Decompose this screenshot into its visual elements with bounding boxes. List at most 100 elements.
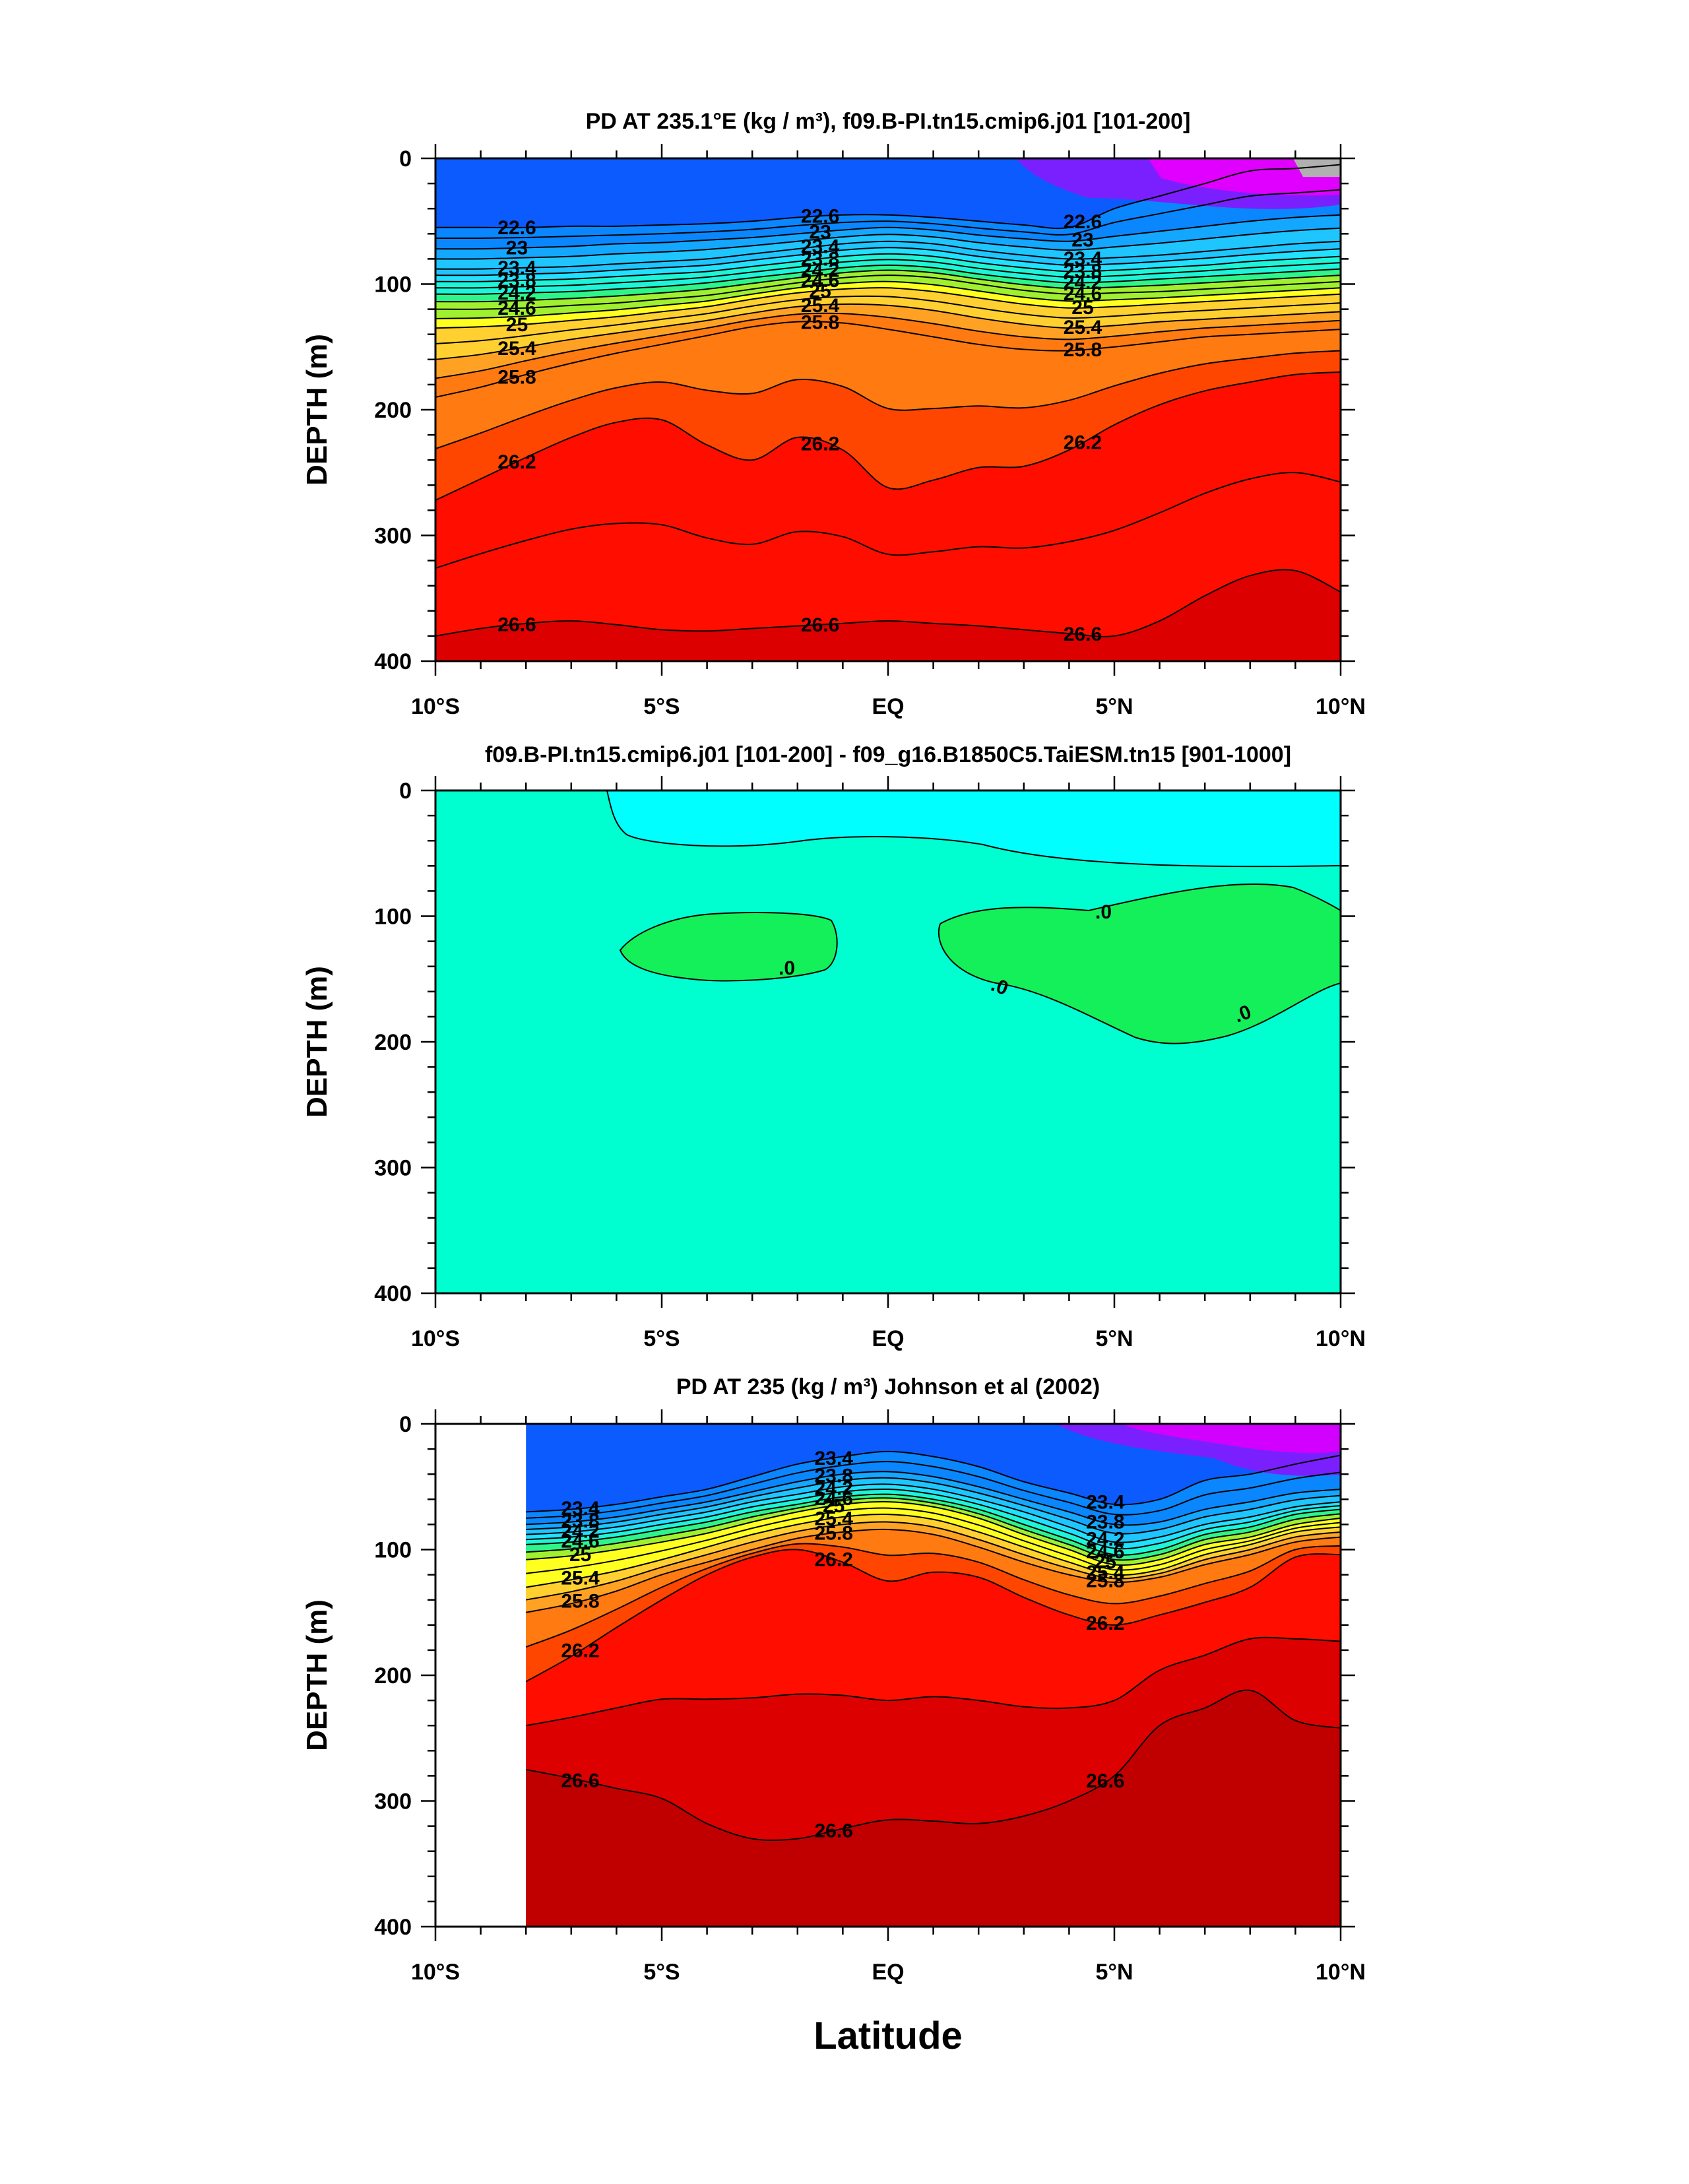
panel-model-density: PD AT 235.1°E (kg / m³), f09.B-PI.tn15.c… xyxy=(301,109,1366,719)
panel2-title: f09.B-PI.tn15.cmip6.j01 [101-200] - f09_… xyxy=(485,742,1291,767)
contour-label: 26.6 xyxy=(1064,624,1102,645)
panel3-contour-lines xyxy=(525,1450,1341,1842)
x-tick-label: EQ xyxy=(872,1960,904,1985)
contour-label: 23.4 xyxy=(497,257,536,279)
x-tick-label: 10°S xyxy=(411,1326,460,1351)
isopycnal-line xyxy=(526,1450,1341,1513)
panel2-contour-east xyxy=(938,883,1341,1044)
isopycnal-line xyxy=(435,287,1341,329)
contour-label: 25.8 xyxy=(1064,339,1102,361)
contour-label: 23.8 xyxy=(1064,261,1102,282)
isopycnal-line xyxy=(525,1549,1341,1683)
y-tick-label: 0 xyxy=(399,1412,412,1437)
contour-label: 25 xyxy=(1095,1551,1116,1573)
panel1-ylabel: DEPTH (m) xyxy=(301,334,333,486)
x-tick-label: EQ xyxy=(872,1326,904,1351)
panel3-title: PD AT 235 (kg / m³) Johnson et al (2002) xyxy=(676,1374,1100,1399)
isopycnal-line xyxy=(526,1521,1341,1601)
isopycnal-line xyxy=(526,1636,1341,1727)
contour-label: 25 xyxy=(569,1544,591,1566)
isopycnal-line xyxy=(435,189,1341,240)
x-tick-label: 10°N xyxy=(1316,694,1366,719)
contour-label: 22.6 xyxy=(497,217,536,239)
contour-label: 23.8 xyxy=(814,1465,852,1487)
y-tick-label: 0 xyxy=(399,146,412,172)
contour-label: 25 xyxy=(506,314,528,336)
isopycnal-line xyxy=(526,1483,1341,1543)
isopycnal-line xyxy=(435,259,1341,289)
panel2-surface-fill xyxy=(607,790,1341,867)
contour-label: 24.6 xyxy=(801,270,839,292)
contour-label: 25.4 xyxy=(497,338,536,360)
isopycnal-line xyxy=(435,472,1341,569)
contour-label: 24.2 xyxy=(1064,272,1102,294)
density-band xyxy=(526,1690,1341,1927)
contour-label: 24.6 xyxy=(1064,283,1102,305)
contour-label: 23.4 xyxy=(1064,248,1102,270)
y-tick-label: 400 xyxy=(374,649,412,674)
x-tick-label: EQ xyxy=(872,694,904,719)
y-tick-label: 200 xyxy=(374,1030,412,1055)
contour-label: 23.8 xyxy=(801,248,839,270)
panel1-missing-fill xyxy=(1293,158,1341,177)
contour-label: 25.8 xyxy=(497,366,536,388)
isopycnal-line xyxy=(435,280,1341,319)
y-tick-label: 100 xyxy=(374,1538,412,1563)
panel1-title: PD AT 235.1°E (kg / m³), f09.B-PI.tn15.c… xyxy=(586,109,1191,134)
isopycnal-line xyxy=(526,1507,1341,1574)
isopycnal-line xyxy=(435,240,1341,270)
contour-label: 23.8 xyxy=(561,1510,599,1532)
y-tick-label: 0 xyxy=(399,779,412,804)
panel2-contour-surface xyxy=(606,790,1341,868)
density-band xyxy=(435,569,1341,661)
contour-label: 23 xyxy=(1071,229,1093,251)
contour-label: 25.8 xyxy=(801,312,839,334)
isopycnal-line xyxy=(526,1514,1341,1588)
y-tick-label: 200 xyxy=(374,398,412,423)
contour-label: 23.4 xyxy=(814,1448,853,1469)
isopycnal-line xyxy=(435,274,1341,310)
contour-label: 26.6 xyxy=(801,614,839,636)
isopycnal-line xyxy=(526,1497,1341,1561)
contour-label: 25 xyxy=(809,280,831,302)
contour-label: 22.6 xyxy=(1064,211,1102,233)
x-tick-label: 10°N xyxy=(1316,1326,1366,1351)
x-tick-label: 10°S xyxy=(411,1960,460,1985)
isopycnal-line xyxy=(526,1689,1341,1842)
contour-label: 23.4 xyxy=(561,1498,600,1520)
panel2-ylabel: DEPTH (m) xyxy=(301,966,333,1118)
y-tick-label: 300 xyxy=(374,1156,412,1181)
x-axis-label: Latitude xyxy=(813,2014,963,2057)
panel2-clabel-1: .0 xyxy=(779,957,795,979)
contour-label: 24.2 xyxy=(814,1478,852,1500)
y-tick-label: 300 xyxy=(374,524,412,549)
contour-label: 24.6 xyxy=(814,1488,852,1510)
isopycnal-line xyxy=(435,350,1341,449)
isopycnal-line xyxy=(526,1477,1341,1535)
contour-label: 26.2 xyxy=(1064,432,1102,454)
isopycnal-line xyxy=(435,164,1341,230)
x-tick-label: 5°N xyxy=(1095,694,1133,719)
isopycnal-line xyxy=(435,569,1341,637)
contour-label: 25.8 xyxy=(814,1523,852,1545)
contour-label: 25.4 xyxy=(1086,1562,1125,1584)
contour-label: 25.8 xyxy=(1086,1570,1124,1592)
x-tick-label: 5°S xyxy=(643,694,680,719)
contour-label: 26.2 xyxy=(561,1640,599,1662)
isopycnal-line xyxy=(435,227,1341,260)
contour-label: 24.6 xyxy=(1086,1541,1124,1563)
contour-label: 25.8 xyxy=(561,1591,599,1613)
contour-label: 25.4 xyxy=(1064,317,1102,338)
contour-label: 24.2 xyxy=(497,282,536,304)
panel1-axes: 0 100 200 300 400 10°S 5°S EQ 5°N 10°N xyxy=(374,144,1366,719)
panel2-contour-west xyxy=(619,912,838,982)
isopycnal-line xyxy=(435,321,1341,398)
isopycnal-line xyxy=(435,264,1341,295)
isopycnal-line xyxy=(526,1528,1341,1613)
x-tick-label: 10°S xyxy=(411,694,460,719)
panel2-axes: 0 100 200 300 400 10°S 5°S EQ 5°N 10°N xyxy=(374,776,1366,1351)
panel2-positive-region-east xyxy=(938,883,1341,1044)
contour-label: 25.4 xyxy=(814,1508,853,1529)
